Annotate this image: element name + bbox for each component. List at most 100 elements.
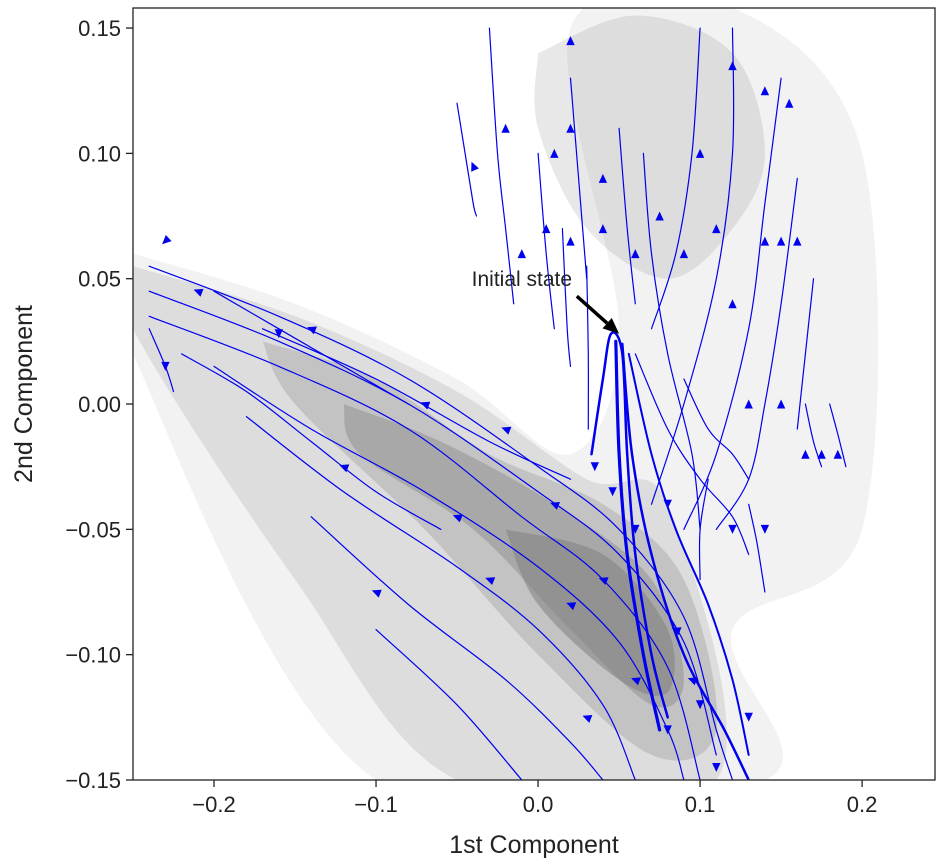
plot-frame [132,7,936,781]
streamline-18 [650,27,735,505]
y-tick-label: 0.05 [78,267,121,292]
stream-arrow-47 [817,449,826,459]
stream-arrow-48 [833,449,842,459]
stream-arrow-9 [485,577,496,585]
stream-arrow-28 [471,161,479,172]
stream-arrow-42 [785,98,794,108]
streamline-12 [586,265,589,430]
x-tick-label: 0.1 [685,792,716,817]
x-axis-ticks: −0.2 −0.1 0.0 0.1 0.2 [192,780,877,817]
streamline-31 [456,102,478,217]
stream-arrow-16 [744,712,753,722]
stream-arrow-34 [655,211,664,221]
stream-arrow-31 [517,249,526,259]
stream-arrow-12 [598,577,609,585]
y-tick-label: 0.15 [78,16,121,41]
density-region-5 [505,529,675,697]
stream-arrow-17 [663,725,672,735]
y-tick-label: −0.05 [65,517,121,542]
stream-arrow-32 [566,236,575,246]
x-axis-label: 1st Component [449,831,619,859]
stream-arrow-7 [550,502,560,510]
stream-arrow-6 [452,514,463,523]
x-tick-label: −0.1 [354,792,397,817]
stream-arrow-50 [760,524,770,534]
streamlines [148,27,847,780]
streamline-15 [488,27,515,305]
stream-arrow-4 [501,426,512,435]
stream-arrow-1 [193,288,204,297]
streamline-11 [627,352,750,756]
streamline-8 [590,331,669,719]
x-tick-label: 0.2 [847,792,878,817]
stream-arrow-21 [608,487,617,497]
stream-arrow-18 [582,715,593,723]
stream-arrow-8 [371,589,382,598]
stream-arrow-45 [744,399,753,409]
streamline-9 [614,339,662,732]
stream-arrow-40 [728,61,737,71]
stream-arrow-51 [728,524,737,534]
annotation-arrowhead [602,318,620,334]
stream-arrow-33 [598,224,608,234]
stream-arrow-39 [793,236,802,246]
streamline-32 [804,403,823,468]
y-tick-label: 0.10 [78,141,121,166]
streamline-3 [213,365,685,780]
stream-arrow-23 [663,499,672,509]
stream-arrow-3 [420,401,431,410]
streamline-27 [748,503,766,593]
stream-arrows [161,36,842,772]
y-axis-ticks: −0.15 −0.10 −0.05 0.00 0.05 0.10 0.15 [65,16,133,793]
stream-arrow-13 [687,677,698,686]
stream-arrow-10 [566,602,577,611]
stream-arrow-49 [801,449,810,459]
streamline-25 [683,378,750,480]
y-tick-label: 0.00 [78,392,121,417]
density-region-2 [534,15,765,279]
annotation: Initial state [472,268,620,334]
streamline-23 [618,127,636,305]
streamline-13 [561,228,572,367]
streamline-2 [148,315,701,780]
stream-arrow-0 [162,235,172,245]
stream-arrow-52 [566,36,575,46]
stream-arrow-38 [776,236,786,246]
density-region-0 [133,8,879,780]
streamline-28 [213,290,409,405]
stream-arrow-27 [501,123,510,133]
stream-arrow-43 [695,148,705,158]
streamline-5 [310,516,604,780]
streamline-20 [715,177,798,530]
stream-arrow-15 [695,700,705,710]
stream-arrow-19 [712,763,721,772]
y-axis-label: 2nd Component [10,305,38,483]
streamline-33 [829,403,847,468]
x-tick-label: −0.2 [192,792,235,817]
streamline-6 [375,629,523,780]
stream-arrow-20 [590,462,599,472]
stream-arrow-35 [679,249,689,259]
stream-arrow-44 [728,299,737,309]
streamline-0 [148,265,734,780]
stream-arrow-37 [760,236,770,246]
stream-arrow-22 [631,524,640,534]
streamline-4 [245,416,636,780]
stream-arrow-14 [671,627,682,636]
stream-arrow-54 [161,361,170,371]
stream-arrow-41 [760,86,770,96]
stream-arrow-25 [598,173,608,183]
streamline-16 [569,77,588,280]
streamline-10 [621,342,750,780]
streamline-21 [796,278,815,430]
x-tick-label: 0.0 [523,792,554,817]
y-tick-label: −0.10 [65,643,121,668]
streamline-14 [537,152,555,330]
stream-arrow-26 [566,123,575,133]
annotation-arrow [575,294,609,325]
stream-arrow-29 [550,148,559,158]
streamline-24 [634,353,750,555]
stream-arrow-5 [339,464,350,473]
annotation-label: Initial state [472,268,572,291]
